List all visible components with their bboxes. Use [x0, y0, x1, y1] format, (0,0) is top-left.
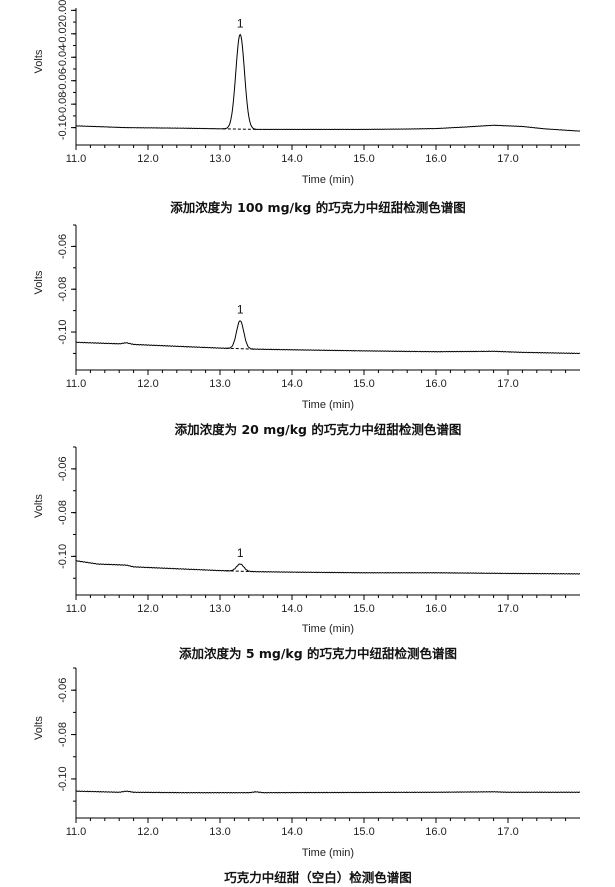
x-tick-label: 14.0	[281, 153, 302, 165]
x-tick-label: 12.0	[137, 826, 158, 838]
x-tick-label: 14.0	[281, 603, 302, 615]
chromatogram-panel-3: 11.0 12.0 13.0 14.0 15.0 16.0 17.0 -0.10 -0.08 -0…	[33, 446, 581, 661]
x-axis-title: Time (min)	[302, 623, 354, 635]
x-tick-label: 13.0	[209, 826, 230, 838]
y-tick-label: -0.08	[57, 277, 69, 302]
chromatogram-panel-1: 11.0 12.0 13.0 14.0 15.0 16.0 17.0-0.10-0.08-0…	[33, 0, 581, 215]
x-tick-label: 16.0	[425, 603, 446, 615]
chromatogram-panel-4: 11.0 12.0 13.0 14.0 15.0 16.0 17.0 -0.10 -0.08 -0…	[33, 667, 581, 885]
x-tick-label: 17.0	[497, 378, 518, 390]
x-axis-title: Time (min)	[302, 847, 354, 859]
signal-trace	[75, 790, 581, 794]
x-tick-label: 11.0	[66, 153, 87, 165]
x-tick-label: 14.0	[281, 378, 302, 390]
y-tick-label: -0.10	[57, 544, 69, 569]
x-tick-label: 11.0	[66, 378, 87, 390]
y-axis-title: Volts	[33, 716, 45, 740]
figure-caption: 添加浓度为 5 mg/kg 的巧克力中纽甜检测色谱图	[179, 646, 457, 661]
x-tick-label: 14.0	[281, 826, 302, 838]
y-tick-label: -0.06	[57, 678, 69, 703]
y-tick-label: -0.08	[57, 500, 69, 525]
x-tick-label: 15.0	[353, 378, 374, 390]
y-tick-label: -0.08	[57, 722, 69, 747]
x-tick-label: 11.0	[66, 603, 87, 615]
y-tick-label: 0.00	[57, 0, 69, 21]
x-tick-label: 17.0	[497, 826, 518, 838]
x-tick-label: 16.0	[425, 153, 446, 165]
figure-caption: 添加浓度为 20 mg/kg 的巧克力中纽甜检测色谱图	[175, 422, 462, 437]
x-tick-label: 16.0	[425, 378, 446, 390]
peak-label: 1	[237, 546, 244, 560]
x-tick-label: 15.0	[353, 153, 374, 165]
y-tick-label: -0.04	[57, 45, 69, 70]
peak-baseline	[222, 128, 258, 130]
x-tick-label: 12.0	[137, 603, 158, 615]
y-axis-title: Volts	[33, 49, 45, 73]
x-tick-label: 11.0	[66, 826, 87, 838]
figure-caption: 添加浓度为 100 mg/kg 的巧克力中纽甜检测色谱图	[170, 200, 465, 215]
y-tick-label: -0.10	[57, 115, 69, 140]
x-tick-label: 13.0	[209, 378, 230, 390]
x-tick-label: 12.0	[137, 153, 158, 165]
x-axis-title: Time (min)	[302, 399, 354, 411]
y-tick-label: -0.02	[57, 21, 69, 46]
y-axis-title: Volts	[33, 494, 45, 518]
x-tick-label: 15.0	[353, 826, 374, 838]
signal-trace	[75, 320, 581, 355]
x-tick-label: 17.0	[497, 153, 518, 165]
y-tick-label: -0.08	[57, 92, 69, 117]
x-tick-label: 16.0	[425, 826, 446, 838]
y-axis-title: Volts	[33, 270, 45, 294]
figure-caption: 巧克力中纽甜（空白）检测色谱图	[224, 870, 412, 885]
y-tick-label: -0.06	[57, 68, 69, 93]
x-tick-label: 13.0	[209, 153, 230, 165]
y-tick-label: -0.06	[57, 456, 69, 481]
x-tick-label: 13.0	[209, 603, 230, 615]
y-tick-label: -0.06	[57, 234, 69, 259]
signal-trace	[75, 33, 581, 132]
peak-label: 1	[237, 303, 244, 317]
signal-trace	[75, 560, 581, 575]
chromatogram-panel-2: 11.0 12.0 13.0 14.0 15.0 16.0 17.0 -0.10 -0.08 -0…	[33, 224, 581, 437]
y-tick-label: -0.10	[57, 319, 69, 344]
peak-label: 1	[237, 16, 244, 30]
x-axis-title: Time (min)	[302, 174, 354, 186]
y-tick-label: -0.10	[57, 766, 69, 791]
x-tick-label: 12.0	[137, 378, 158, 390]
x-tick-label: 15.0	[353, 603, 374, 615]
x-tick-label: 17.0	[497, 603, 518, 615]
